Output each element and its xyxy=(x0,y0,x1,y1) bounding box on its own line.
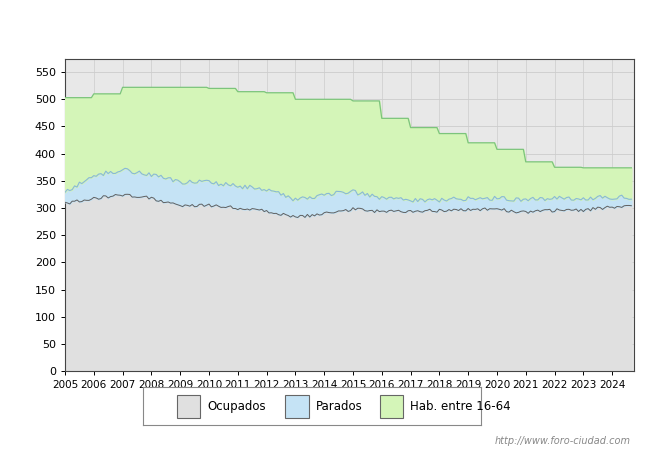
Bar xyxy=(177,395,200,418)
Bar xyxy=(285,395,309,418)
Text: Catí - Evolucion de la poblacion en edad de Trabajar Septiembre de 2024: Catí - Evolucion de la poblacion en edad… xyxy=(57,16,593,32)
Text: Ocupados: Ocupados xyxy=(207,400,266,413)
Text: Parados: Parados xyxy=(315,400,362,413)
Bar xyxy=(380,395,403,418)
Text: Hab. entre 16-64: Hab. entre 16-64 xyxy=(410,400,511,413)
Text: http://www.foro-ciudad.com: http://www.foro-ciudad.com xyxy=(495,436,630,446)
